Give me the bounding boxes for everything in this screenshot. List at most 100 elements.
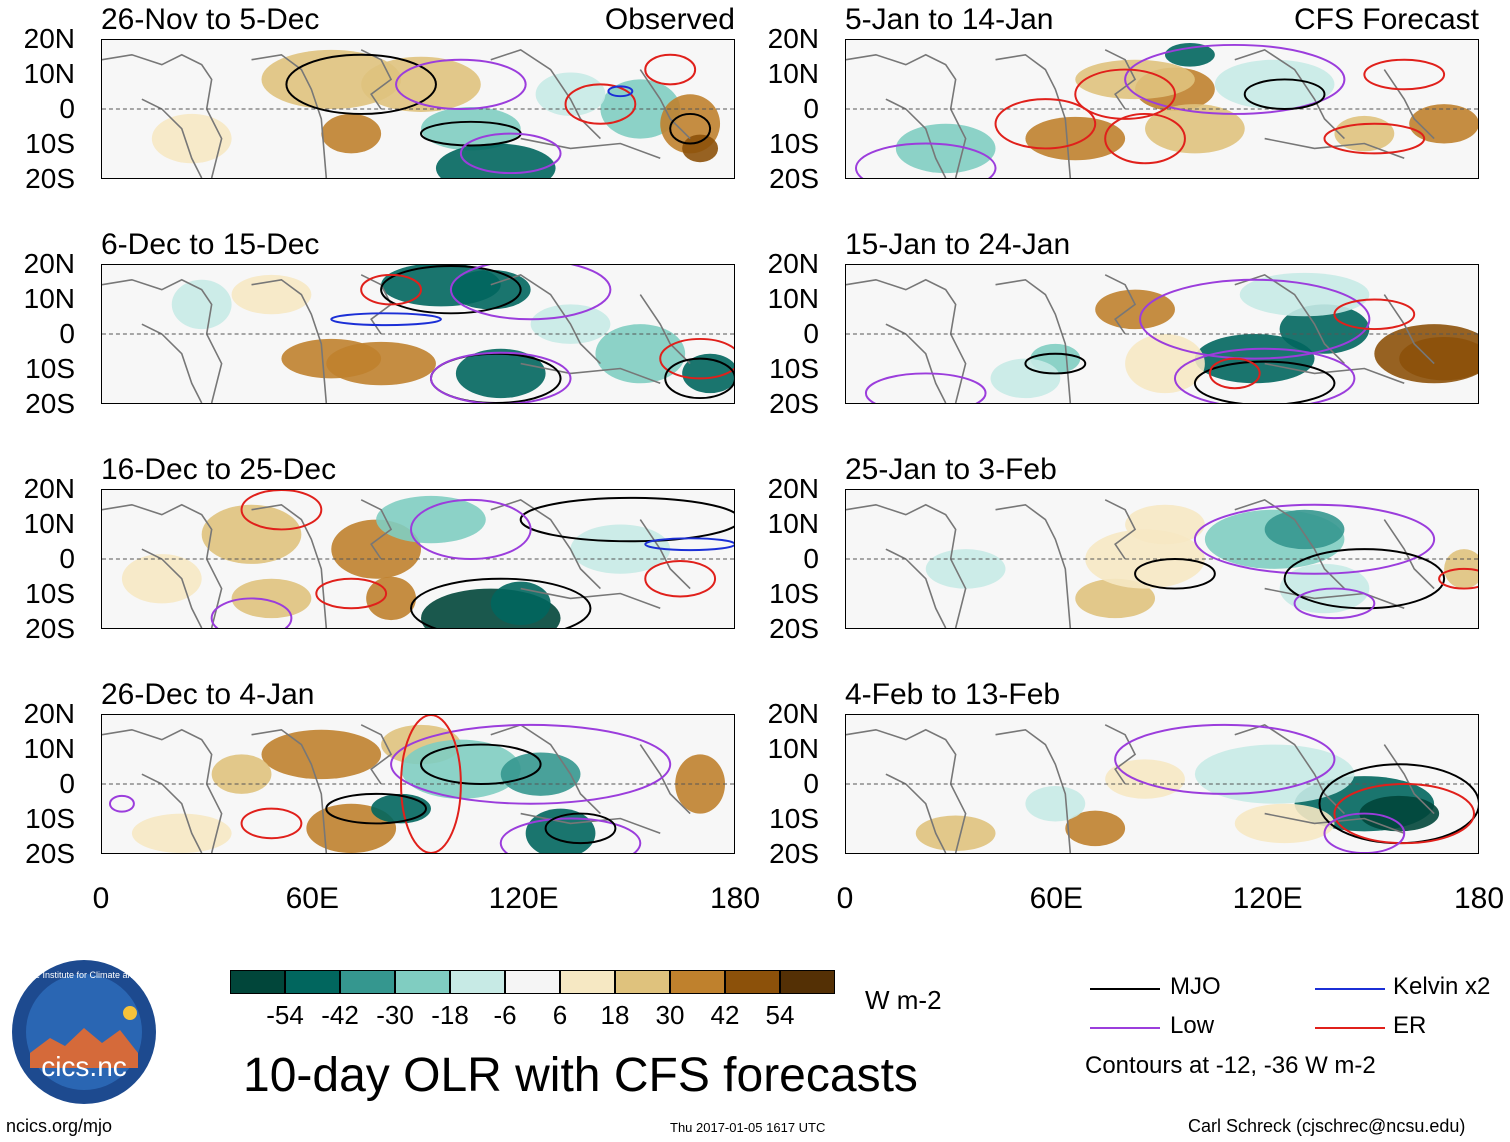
coastline bbox=[102, 53, 223, 178]
coastline bbox=[141, 98, 203, 178]
mjo-contour bbox=[664, 357, 734, 400]
olr-anomaly-blob bbox=[231, 578, 312, 619]
coastline bbox=[520, 362, 661, 385]
coastline bbox=[639, 519, 691, 590]
panel-title: 26-Nov to 5-Dec bbox=[101, 3, 320, 36]
panel-title: 25-Jan to 3-Feb bbox=[845, 453, 1057, 486]
olr-anomaly-blob bbox=[682, 134, 719, 163]
olr-map-panel bbox=[845, 264, 1479, 404]
mjo-contour bbox=[380, 265, 522, 315]
colorbar-tick-label: 30 bbox=[655, 1000, 685, 1030]
olr-anomaly-blob bbox=[990, 358, 1061, 399]
colorbar-swatch bbox=[780, 970, 835, 994]
olr-anomaly-blob bbox=[371, 793, 431, 824]
colorbar-swatch bbox=[395, 970, 450, 994]
latitude-tick-label: 20N bbox=[23, 698, 75, 729]
coastline bbox=[141, 773, 203, 853]
olr-anomaly-blob bbox=[151, 113, 232, 164]
olr-anomaly-blob bbox=[211, 754, 272, 794]
er-contour bbox=[659, 337, 734, 380]
mjo-contour bbox=[1243, 78, 1326, 110]
latitude-tick-label: 10S bbox=[769, 578, 819, 609]
coastline bbox=[885, 323, 947, 403]
coastline bbox=[490, 273, 601, 365]
latitude-tick-label: 0 bbox=[59, 768, 75, 799]
latitude-tick-label: 0 bbox=[59, 543, 75, 574]
olr-anomaly-blob bbox=[326, 341, 436, 386]
latitude-tick-label: 20N bbox=[23, 23, 75, 54]
longitude-tick-label: 180 bbox=[709, 882, 761, 915]
longitude-tick-label: 120E bbox=[488, 882, 559, 915]
coastline bbox=[1383, 519, 1435, 590]
latitude-tick-label: 10N bbox=[23, 58, 75, 89]
longitude-tick-label: 180 bbox=[1453, 882, 1505, 915]
er-contour bbox=[644, 53, 697, 86]
er-contour bbox=[400, 715, 462, 853]
er-contour bbox=[1208, 357, 1261, 390]
latitude-tick-label: 10N bbox=[767, 58, 819, 89]
latitude-tick-label: 0 bbox=[803, 93, 819, 124]
olr-map-panel bbox=[845, 39, 1479, 179]
low-contour bbox=[410, 498, 532, 560]
olr-anomaly-blob bbox=[500, 752, 581, 796]
logo-ring-text: Cooperative Institute for Climate and Sa… bbox=[10, 970, 158, 980]
panel-title: 5-Jan to 14-Jan bbox=[845, 3, 1054, 36]
footer-timestamp: Thu 2017-01-05 1617 UTC bbox=[670, 1120, 826, 1135]
mjo-contour bbox=[1134, 558, 1216, 590]
coastline bbox=[1104, 49, 1137, 110]
olr-anomaly-blob bbox=[1194, 744, 1355, 804]
coastline bbox=[1234, 48, 1345, 140]
mjo-contour bbox=[1024, 352, 1087, 375]
er-contour bbox=[1333, 783, 1476, 845]
latitude-tick-label: 20S bbox=[25, 613, 75, 644]
colorbar-swatch bbox=[450, 970, 505, 994]
colorbar-swatch bbox=[230, 970, 285, 994]
latitude-tick-label: 10S bbox=[25, 803, 75, 834]
colorbar-tick-label: -30 bbox=[376, 1000, 414, 1030]
mjo-contour bbox=[519, 496, 734, 543]
latitude-tick-label: 20S bbox=[25, 163, 75, 194]
colorbar-tick-label: -18 bbox=[431, 1000, 469, 1030]
latitude-tick-label: 0 bbox=[803, 543, 819, 574]
er-contour bbox=[240, 490, 323, 531]
olr-anomaly-blob bbox=[915, 815, 996, 852]
olr-anomaly-blob bbox=[1359, 795, 1440, 832]
kelvin-contour bbox=[607, 85, 634, 98]
olr-anomaly-blob bbox=[201, 504, 302, 564]
legend-line-1 bbox=[1315, 988, 1385, 990]
coastline bbox=[639, 294, 691, 365]
coastline bbox=[251, 278, 328, 403]
olr-anomaly-blob bbox=[1264, 509, 1345, 550]
low-contour bbox=[1193, 503, 1436, 575]
olr-anomaly-blob bbox=[1279, 304, 1370, 354]
low-contour bbox=[108, 794, 135, 813]
kelvin-contour bbox=[330, 312, 442, 327]
coastline bbox=[1383, 294, 1435, 365]
figure-title: 10-day OLR with CFS forecasts bbox=[243, 1049, 918, 1102]
panel-title: 4-Feb to 13-Feb bbox=[845, 678, 1061, 711]
coastline bbox=[141, 323, 203, 403]
er-contour bbox=[1074, 68, 1176, 120]
olr-map-panel bbox=[101, 39, 735, 179]
olr-anomaly-blob bbox=[1125, 334, 1205, 394]
coastline bbox=[251, 53, 328, 178]
longitude-tick-label: 0 bbox=[836, 882, 854, 915]
panel-title: 26-Dec to 4-Jan bbox=[101, 678, 315, 711]
coastline bbox=[885, 98, 947, 178]
coastline bbox=[141, 548, 203, 628]
colorbar-tick-label: -42 bbox=[321, 1000, 359, 1030]
low-contour bbox=[449, 265, 612, 321]
olr-anomaly-blob bbox=[131, 813, 232, 853]
coastline bbox=[520, 137, 661, 160]
olr-anomaly-blob bbox=[925, 549, 1006, 589]
olr-anomaly-blob bbox=[361, 56, 481, 112]
latitude-tick-label: 10N bbox=[23, 508, 75, 539]
coastline bbox=[1264, 587, 1405, 610]
er-contour bbox=[315, 577, 388, 610]
coastline bbox=[1104, 274, 1137, 335]
low-contour bbox=[395, 58, 527, 110]
longitude-tick-label: 60E bbox=[285, 882, 340, 915]
coastline bbox=[846, 278, 967, 403]
coastline bbox=[360, 499, 393, 560]
coastline bbox=[490, 723, 601, 815]
